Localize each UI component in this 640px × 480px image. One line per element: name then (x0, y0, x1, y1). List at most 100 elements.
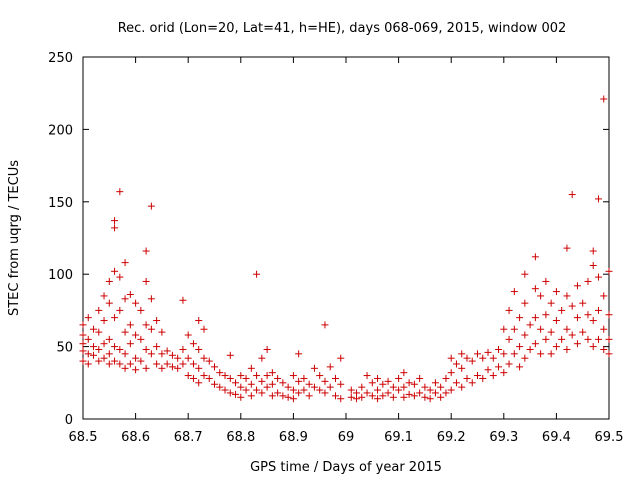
data-point (284, 393, 292, 401)
x-tick-label: 68.6 (121, 430, 150, 445)
data-point (90, 325, 98, 333)
data-point (594, 335, 602, 343)
y-tick-label: 100 (48, 268, 73, 283)
data-point (163, 347, 171, 355)
data-point (84, 360, 92, 368)
data-point (537, 350, 545, 358)
data-point (105, 299, 113, 307)
data-point (531, 340, 539, 348)
data-point (600, 95, 608, 103)
data-point (163, 360, 171, 368)
data-point (126, 360, 134, 368)
data-point (300, 374, 308, 382)
plot-frame (82, 56, 610, 420)
data-point (510, 325, 518, 333)
data-point (568, 302, 576, 310)
data-point (405, 379, 413, 387)
data-point (321, 377, 329, 385)
data-point (289, 386, 297, 394)
data-point (573, 340, 581, 348)
data-point (331, 374, 339, 382)
data-point (253, 270, 261, 278)
data-point (405, 390, 413, 398)
data-point (594, 306, 602, 314)
chart-title: Rec. orid (Lon=20, Lat=41, h=HE), days 0… (118, 21, 567, 36)
data-point (421, 393, 429, 401)
data-point (79, 340, 87, 348)
data-point (363, 372, 371, 380)
data-point (374, 395, 382, 403)
data-point (594, 195, 602, 203)
data-point (568, 331, 576, 339)
data-point (400, 383, 408, 391)
data-point (521, 270, 529, 278)
data-point (111, 343, 119, 351)
y-axis-ticks: 0 50 100 150 200 250 (48, 51, 609, 428)
data-point (547, 299, 555, 307)
data-point (547, 328, 555, 336)
data-point (368, 379, 376, 387)
data-point (516, 343, 524, 351)
data-point (526, 321, 534, 329)
x-tick-label: 69.2 (437, 430, 466, 445)
data-point (542, 311, 550, 319)
data-point (289, 395, 297, 403)
data-point (153, 343, 161, 351)
data-point (105, 360, 113, 368)
data-point (211, 380, 218, 388)
data-point (100, 354, 108, 362)
data-point (479, 374, 487, 382)
data-point (274, 389, 282, 397)
data-point (100, 340, 108, 348)
data-point (589, 343, 597, 351)
data-point (410, 380, 418, 388)
data-point (442, 389, 450, 397)
data-point (605, 335, 613, 343)
data-point (242, 374, 250, 382)
data-point (326, 383, 334, 391)
data-point (142, 321, 150, 329)
data-point (237, 372, 245, 380)
data-point (542, 277, 550, 285)
data-point (484, 348, 492, 356)
data-point (195, 364, 203, 372)
data-point (226, 389, 234, 397)
data-point (321, 321, 329, 329)
data-point (121, 364, 129, 372)
data-point (195, 317, 203, 325)
data-point (84, 314, 92, 322)
data-point (458, 350, 466, 358)
data-point (295, 389, 303, 397)
data-point (579, 299, 587, 307)
data-point (589, 317, 597, 325)
data-point (90, 343, 98, 351)
data-point (605, 350, 613, 358)
data-point (168, 351, 176, 359)
data-point (100, 292, 108, 300)
data-point (337, 354, 345, 362)
data-point (147, 295, 155, 303)
data-point (279, 379, 287, 387)
data-point (452, 360, 460, 368)
data-point (168, 363, 176, 371)
data-point (347, 386, 355, 394)
data-point (226, 351, 234, 359)
data-point (132, 354, 140, 362)
x-tick-label: 68.8 (226, 430, 255, 445)
data-point (237, 393, 245, 401)
data-point (505, 360, 513, 368)
data-point (316, 386, 324, 394)
data-point (79, 357, 87, 365)
x-tick-label: 68.9 (279, 430, 308, 445)
data-point (95, 357, 103, 365)
data-point (179, 360, 187, 368)
x-tick-label: 69.5 (595, 430, 624, 445)
data-point (116, 360, 124, 368)
data-point (216, 383, 224, 391)
data-point (279, 392, 287, 400)
data-point (505, 335, 513, 343)
data-point (573, 314, 581, 322)
data-point (179, 296, 187, 304)
data-point (216, 369, 224, 377)
